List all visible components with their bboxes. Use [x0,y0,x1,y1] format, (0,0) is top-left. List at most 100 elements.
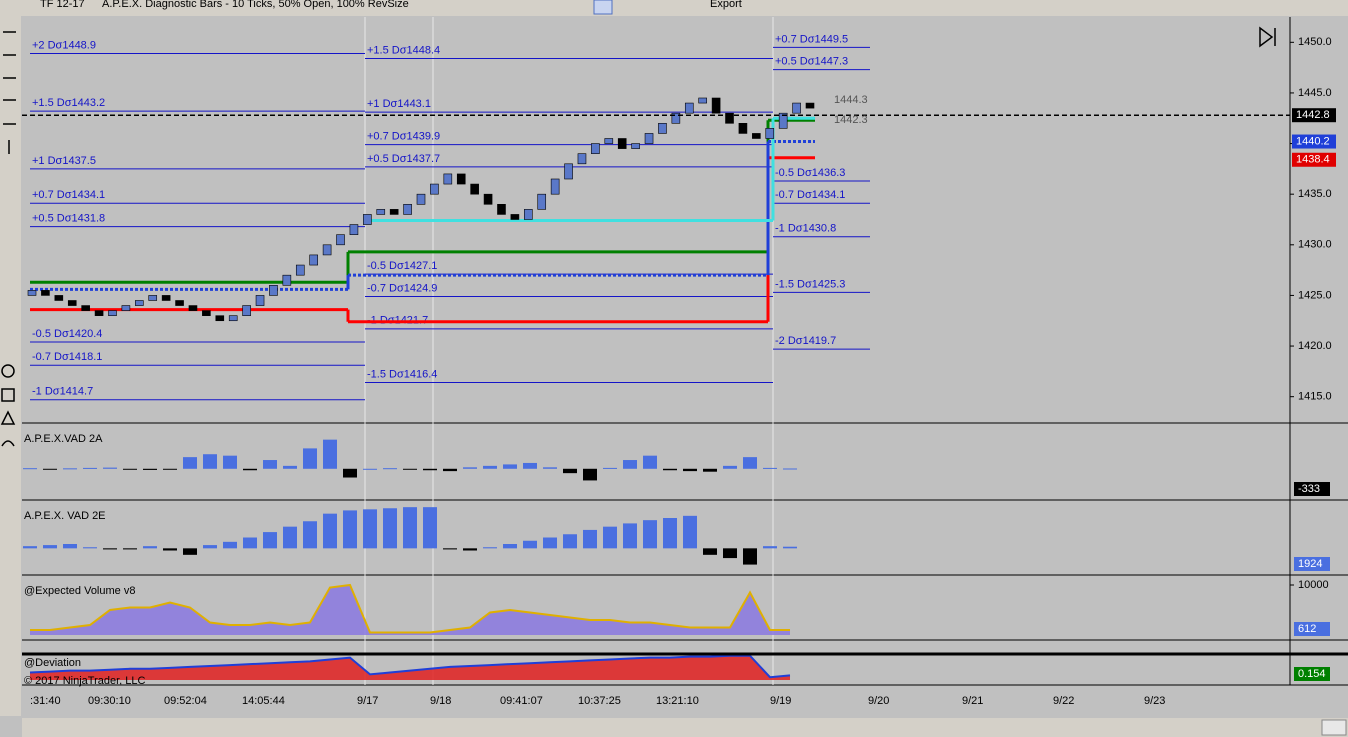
sigma-level-label: +1.5 Dσ1443.2 [32,97,105,109]
histogram-bar [623,460,637,469]
renko-bar [564,163,573,180]
histogram-bar [123,548,137,550]
histogram-bar [423,507,437,549]
histogram-bar [283,465,297,469]
histogram-bar [443,468,457,472]
histogram-bar [683,468,697,472]
sigma-level-label: -2 Dσ1419.7 [775,335,836,347]
histogram-bar [703,548,717,555]
y-tick-label: 1415.0 [1298,391,1332,403]
sigma-level-label: -1.5 Dσ1425.3 [775,278,845,290]
histogram-bar [63,544,77,549]
histogram-bar [463,548,477,551]
y-tick-label: 1450.0 [1298,36,1332,48]
histogram-bar [763,546,777,549]
sigma-level-label: -0.7 Dσ1418.1 [32,351,102,363]
histogram-bar [23,468,37,470]
x-tick-label: :31:40 [30,695,61,707]
histogram-bar [603,467,617,469]
histogram-bar [323,513,337,549]
histogram-bar [123,468,137,470]
panel-title: @Expected Volume v8 [24,585,135,597]
renko-bar [470,183,479,195]
range-label: 1444.3 [834,94,868,106]
sigma-level-label: +0.7 Dσ1449.5 [775,33,848,45]
x-tick-label: 9/19 [770,695,791,707]
renko-bar [309,254,318,266]
toolbar [0,0,1348,16]
renko-bar [295,264,305,276]
histogram-bar [383,508,397,549]
renko-bar [550,178,560,195]
renko-bar [108,310,117,316]
histogram-bar [103,467,117,469]
histogram-bar [203,545,217,549]
sigma-level-label: -0.5 Dσ1427.1 [367,260,437,272]
chart-title[interactable]: A.P.E.X. Diagnostic Bars - 10 Ticks, 50%… [102,0,409,10]
histogram-bar [83,467,97,469]
histogram-bar [303,521,317,549]
histogram-bar [163,468,177,470]
x-tick-label: 9/17 [357,695,378,707]
histogram-bar [583,468,597,481]
readout-value: 612 [1298,623,1316,635]
toolbar-icons[interactable] [426,0,456,13]
scrollbar[interactable] [22,718,1348,737]
histogram-bar [763,467,777,469]
readout-badge [1294,482,1330,496]
renko-bar [135,300,144,306]
histogram-bar [783,468,797,470]
renko-bar [228,315,238,322]
histogram-bar [363,468,377,470]
renko-bar [456,173,466,185]
histogram-bar [783,546,797,549]
readout-value: 1924 [1298,558,1322,570]
x-tick-label: 09:30:10 [88,695,131,707]
histogram-bar [523,462,537,469]
histogram-bar [403,468,417,470]
renko-bar [443,173,453,185]
renko-bar [242,305,251,316]
histogram-bar [463,467,477,469]
readout-badge [1294,622,1330,636]
renko-bar [269,285,278,296]
histogram-bar [623,523,637,549]
histogram-bar [383,468,397,470]
go-to-end-button[interactable] [1259,26,1276,48]
sigma-level-label: +1.5 Dσ1448.4 [367,44,440,56]
renko-bar [349,224,359,235]
x-tick-label: 9/21 [962,695,983,707]
histogram-bar [43,545,57,549]
sigma-level-label: +1 Dσ1443.1 [367,98,431,110]
histogram-bar [223,541,237,549]
histogram-bar [243,537,257,549]
sigma-level-label: -1.5 Dσ1416.4 [367,368,437,380]
readout-value: -333 [1298,483,1320,495]
histogram-bar [563,534,577,549]
renko-bar [81,305,90,311]
histogram-bar [743,548,757,565]
drawing-tools[interactable] [0,31,16,447]
export-menu[interactable]: Export [710,0,742,10]
instrument-selector[interactable]: TF 12-17 [40,0,85,10]
renko-bar [27,290,37,296]
renko-bar [215,315,225,322]
sigma-level-label: +0.5 Dσ1447.3 [775,56,848,68]
sigma-level-label: +2 Dσ1448.9 [32,39,96,51]
x-tick-label: 09:52:04 [164,695,207,707]
renko-bar [805,102,815,109]
scroll-thumb[interactable] [1321,719,1347,736]
readout-value: 0.154 [1298,668,1326,680]
renko-bar [54,295,64,301]
sigma-level-label: +0.7 Dσ1439.9 [367,130,440,142]
renko-bar [765,128,775,139]
renko-bar [644,133,654,144]
renko-bar [631,143,640,149]
renko-bar [684,102,694,114]
renko-bar [175,300,184,306]
toolbar-toggle[interactable] [593,0,613,15]
renko-bar [778,112,788,129]
histogram-bar [503,464,517,469]
renko-bar [698,97,707,104]
